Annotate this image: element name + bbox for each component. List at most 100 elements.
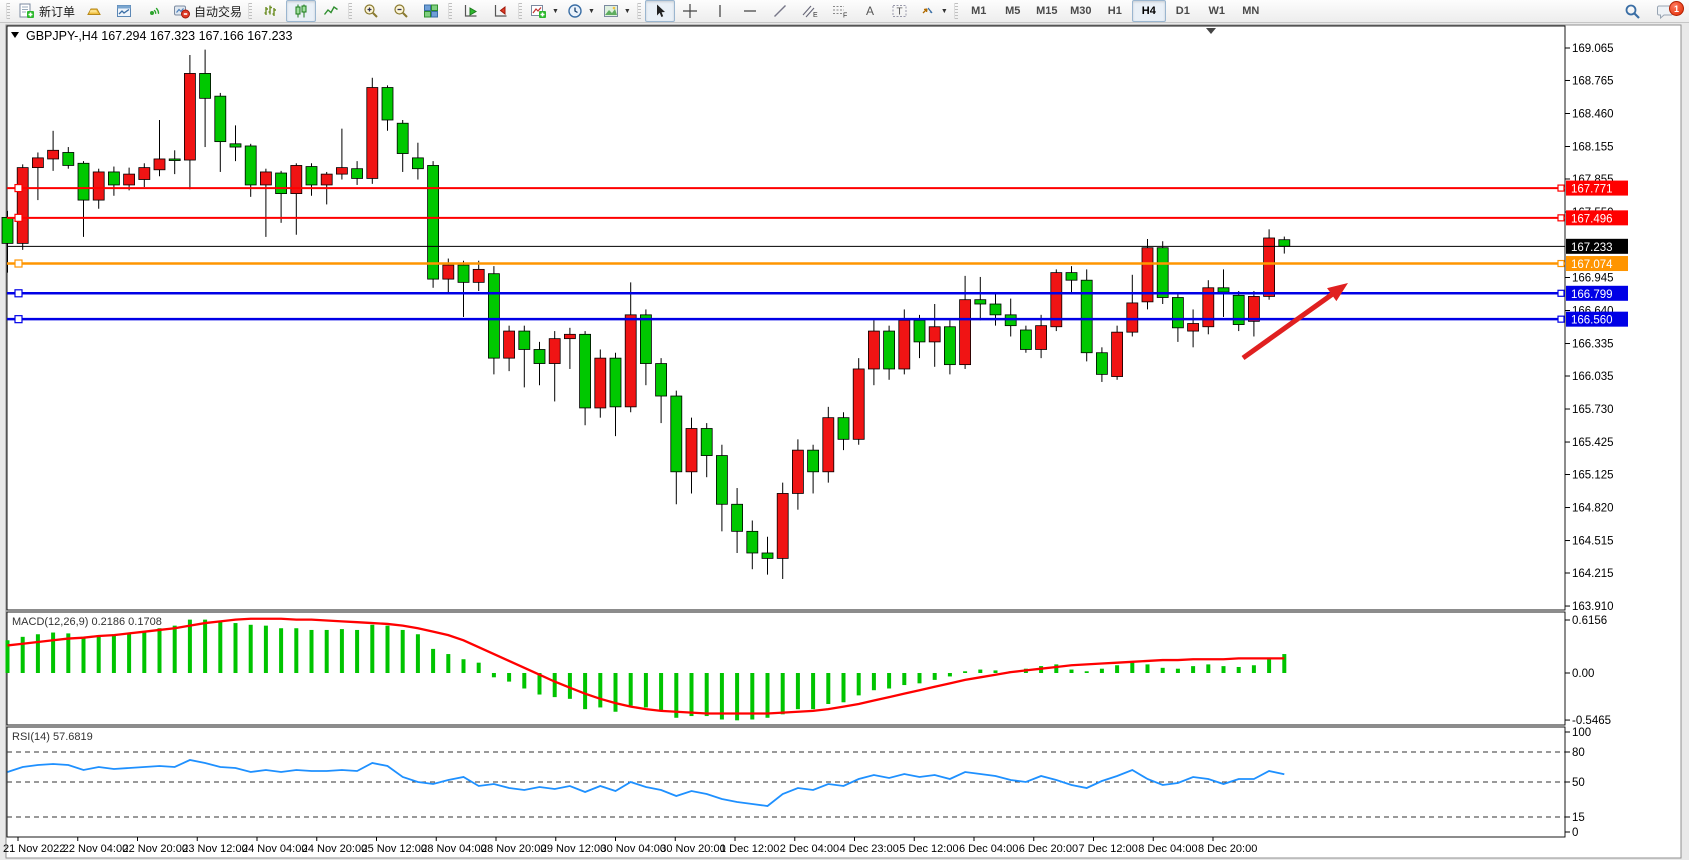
- svg-text:165.125: 165.125: [1572, 470, 1614, 482]
- line-handle[interactable]: [14, 259, 23, 268]
- zoom-out-icon: [394, 4, 408, 18]
- macd-histogram-bar: [704, 673, 709, 717]
- time-axis-label: 6 Dec 04:00: [959, 843, 1018, 855]
- candle: [518, 325, 531, 388]
- time-axis-label: 7 Dec 12:00: [1079, 843, 1138, 855]
- deposit-button[interactable]: [79, 0, 109, 22]
- support-line-2[interactable]: [7, 315, 1565, 324]
- pivot-line[interactable]: [7, 259, 1565, 268]
- candle: [700, 423, 713, 478]
- trend-arrow-annotation[interactable]: [1241, 283, 1348, 361]
- time-axis-label: 28 Nov 20:00: [481, 843, 546, 855]
- chart-canvas[interactable]: 169.065168.765168.460168.155167.855167.5…: [0, 24, 1689, 860]
- period-W1[interactable]: W1: [1208, 5, 1226, 17]
- signals-button[interactable]: [139, 0, 169, 22]
- resistance-line-2[interactable]: [7, 213, 1565, 222]
- line-handle[interactable]: [1557, 259, 1565, 268]
- equidistant-channel-tool-button[interactable]: E: [795, 0, 825, 22]
- line-handle[interactable]: [1557, 184, 1565, 192]
- candle: [168, 150, 181, 175]
- svg-text:166.945: 166.945: [1572, 272, 1614, 284]
- chat-button[interactable]: 1: [1647, 0, 1685, 23]
- crosshair-tool-button[interactable]: [675, 0, 705, 22]
- chart-shift-button[interactable]: [486, 0, 516, 22]
- trend-line-tool-button[interactable]: [765, 0, 795, 22]
- toolbar-grip[interactable]: [448, 3, 453, 19]
- toolbar-grip[interactable]: [248, 3, 253, 19]
- period-M15[interactable]: M15: [1036, 5, 1058, 17]
- candle: [624, 282, 637, 413]
- candle: [183, 55, 196, 190]
- bar-chart-button[interactable]: [256, 0, 286, 22]
- price-badge: 166.799: [1566, 285, 1628, 301]
- period-H1[interactable]: H1: [1107, 5, 1122, 17]
- period-M1[interactable]: M1: [971, 5, 987, 17]
- macd-histogram-bar: [689, 673, 694, 717]
- line-handle[interactable]: [14, 315, 23, 324]
- new-order-button[interactable]: 新订单: [14, 0, 79, 22]
- macd-histogram-bar: [127, 633, 132, 673]
- macd-histogram-bar: [1191, 666, 1196, 673]
- candle: [1065, 266, 1078, 294]
- svg-text:168.155: 168.155: [1572, 142, 1614, 154]
- candlestick-chart-button[interactable]: [286, 0, 317, 22]
- zoom-out-button[interactable]: [386, 0, 416, 22]
- fibonacci-tool-button[interactable]: F: [825, 0, 855, 22]
- toolbar-grip[interactable]: [518, 3, 523, 19]
- macd-histogram-bar: [750, 673, 755, 720]
- autotrading-button[interactable]: 自动交易: [169, 0, 246, 22]
- cursor-tool-button[interactable]: [644, 0, 675, 22]
- candle: [609, 352, 622, 437]
- search-icon: [1625, 4, 1640, 19]
- line-handle[interactable]: [14, 289, 23, 298]
- line-handle[interactable]: [1557, 315, 1565, 323]
- auto-scroll-button[interactable]: [456, 0, 486, 22]
- toolbar-grip[interactable]: [348, 3, 353, 19]
- macd-histogram-bar: [96, 635, 101, 673]
- horizontal-line-tool-button[interactable]: [735, 0, 765, 22]
- toolbar-grip[interactable]: [636, 3, 641, 19]
- chart-shift-marker[interactable]: [1206, 28, 1216, 34]
- chart-dropdown-icon[interactable]: [11, 32, 19, 38]
- arrows-tool-button[interactable]: ▼: [915, 0, 952, 22]
- timeframes-button[interactable]: ▼: [563, 0, 599, 22]
- line-handle[interactable]: [14, 213, 23, 222]
- line-handle[interactable]: [14, 183, 23, 193]
- line-handle[interactable]: [1557, 289, 1565, 297]
- macd-histogram-bar: [963, 671, 968, 673]
- candle: [1035, 314, 1047, 359]
- vertical-line-tool-button[interactable]: [705, 0, 735, 22]
- period-H4[interactable]: H4: [1131, 0, 1166, 22]
- period-M5[interactable]: M5: [1005, 5, 1021, 17]
- candle: [1126, 274, 1139, 337]
- add-indicator-button[interactable]: ▼: [526, 0, 563, 22]
- candle: [548, 331, 561, 402]
- time-axis-label: 29 Nov 12:00: [541, 843, 606, 855]
- macd-histogram-bar: [567, 673, 572, 699]
- line-chart-button[interactable]: [316, 0, 346, 22]
- search-button[interactable]: [1617, 0, 1647, 22]
- period-D1[interactable]: D1: [1175, 5, 1190, 17]
- macd-histogram-bar: [902, 673, 907, 686]
- period-M30[interactable]: M30: [1070, 5, 1092, 17]
- macd-histogram-bar: [461, 659, 466, 673]
- candle: [807, 444, 819, 494]
- support-line-1[interactable]: [7, 289, 1565, 298]
- svg-text:168.460: 168.460: [1572, 108, 1614, 120]
- tile-windows-button[interactable]: [416, 0, 446, 22]
- chart-title: GBPJPY-,H4 167.294 167.323 167.166 167.2…: [26, 29, 292, 43]
- resistance-line-1[interactable]: [7, 183, 1565, 193]
- market-watch-button[interactable]: [109, 0, 139, 22]
- toolbar-grip[interactable]: [6, 3, 10, 19]
- notification-badge[interactable]: 1: [1669, 1, 1684, 16]
- time-axis-label: 2 Dec 04:00: [780, 843, 839, 855]
- period-MN[interactable]: MN: [1242, 5, 1260, 17]
- templates-button[interactable]: ▼: [599, 0, 635, 22]
- zoom-in-button[interactable]: [356, 0, 386, 22]
- text-label-tool-button[interactable]: T: [885, 0, 915, 22]
- line-handle[interactable]: [1557, 214, 1565, 222]
- toolbar-grip[interactable]: [953, 3, 958, 19]
- text-tool-button[interactable]: A: [855, 0, 885, 22]
- candle: [290, 163, 303, 235]
- rsi-line: [7, 759, 1285, 807]
